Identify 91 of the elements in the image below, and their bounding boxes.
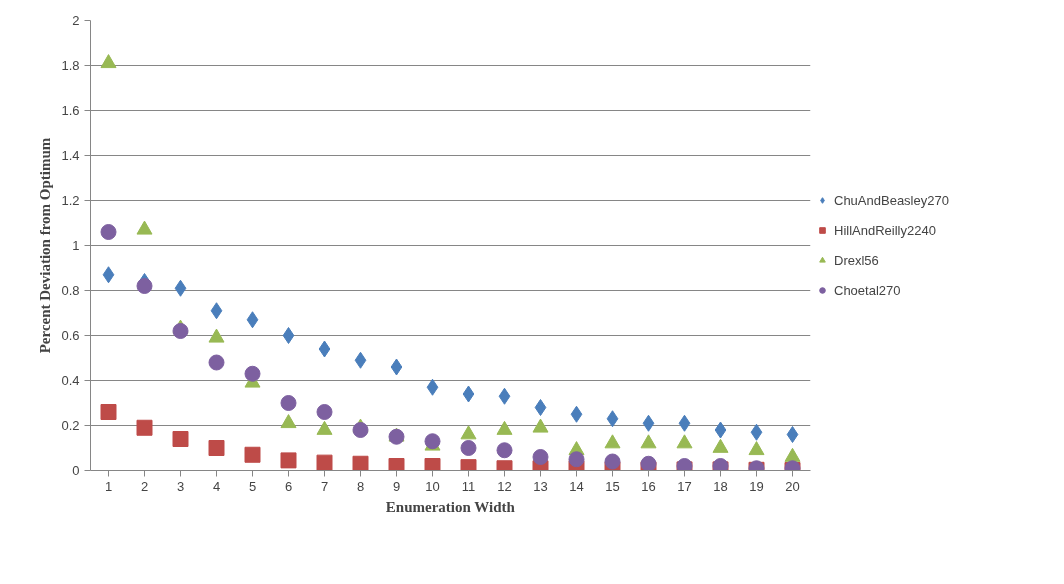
point (210, 302, 223, 320)
point (280, 395, 297, 411)
x-tick-label: 3 (176, 478, 185, 494)
point (354, 351, 367, 369)
x-tick-label: 7 (320, 478, 329, 494)
point (498, 387, 511, 405)
point (676, 434, 693, 449)
point (570, 405, 583, 423)
x-tick-label: 14 (569, 478, 584, 494)
point (208, 354, 225, 371)
point (714, 421, 727, 439)
x-tick-label: 19 (749, 478, 764, 494)
point (424, 458, 441, 471)
y-axis-title: Percent Deviation from Optimum (37, 137, 54, 354)
point (352, 422, 369, 438)
x-tick-label: 6 (284, 478, 293, 494)
point (460, 440, 477, 456)
point (280, 452, 297, 469)
point (244, 365, 261, 382)
x-tick-label: 18 (713, 478, 728, 494)
point (748, 441, 765, 456)
y-tick-label: 1.6 (61, 103, 80, 118)
x-tick-label: 10 (425, 478, 440, 494)
point (496, 442, 513, 459)
point (426, 378, 439, 396)
point (534, 399, 547, 416)
x-tick-label: 4 (212, 478, 221, 494)
point (316, 420, 333, 435)
point (462, 385, 475, 403)
point (100, 404, 117, 420)
point (352, 455, 369, 471)
x-tick-label: 5 (248, 478, 257, 494)
x-tick-label: 1 (104, 478, 113, 494)
x-tick-label: 12 (497, 478, 512, 494)
x-tick-label: 2 (140, 478, 149, 494)
point (136, 278, 153, 294)
x-tick-label: 16 (641, 478, 656, 494)
point (606, 410, 619, 428)
point (316, 454, 333, 471)
point (174, 279, 187, 297)
x-tick-label: 17 (677, 478, 692, 494)
legend-label: Drexl56 (834, 252, 879, 268)
point (244, 446, 261, 463)
point (640, 455, 657, 471)
y-tick-label: 1.2 (61, 193, 80, 208)
y-tick-label: 0.6 (61, 328, 80, 343)
x-tick-label: 8 (356, 478, 365, 494)
y-tick-label: 0.2 (61, 418, 80, 433)
x-tick-label: 9 (392, 478, 401, 494)
point (532, 418, 549, 433)
point (460, 425, 477, 440)
point (712, 438, 729, 453)
point (316, 404, 333, 420)
point (390, 358, 403, 376)
y-tick-label: 1.4 (61, 148, 80, 163)
point (172, 323, 189, 339)
point (678, 414, 691, 432)
y-tick-label: 2 (72, 13, 80, 28)
point (102, 266, 115, 284)
point (532, 449, 549, 465)
y-tick-label: 0 (72, 463, 80, 478)
point (246, 311, 259, 329)
point (568, 451, 585, 468)
point (604, 434, 621, 449)
point (604, 453, 621, 470)
y-tick-label: 0.8 (61, 283, 80, 298)
legend-label: ChuAndBeasley270 (834, 192, 949, 208)
point (640, 434, 657, 449)
point (280, 414, 297, 429)
point (786, 426, 799, 443)
point (282, 327, 295, 344)
point (136, 419, 153, 436)
legend-label: HillAndReilly2240 (834, 222, 936, 238)
point (784, 447, 801, 462)
point (318, 340, 331, 358)
point (208, 440, 225, 456)
point (496, 420, 513, 435)
x-tick-label: 20 (785, 478, 800, 494)
y-tick-label: 1.8 (61, 58, 80, 73)
point (750, 423, 763, 441)
point (642, 414, 655, 432)
x-axis-title: Enumeration Width (385, 498, 516, 515)
point (172, 431, 189, 447)
x-tick-label: 11 (461, 478, 476, 494)
x-tick-label: 15 (605, 478, 620, 494)
x-tick-label: 13 (533, 478, 548, 494)
y-tick-label: 1 (72, 238, 80, 253)
y-tick-label: 0.4 (61, 373, 80, 388)
point (100, 224, 117, 240)
legend-label: Choetal270 (834, 282, 901, 298)
point (388, 458, 405, 471)
